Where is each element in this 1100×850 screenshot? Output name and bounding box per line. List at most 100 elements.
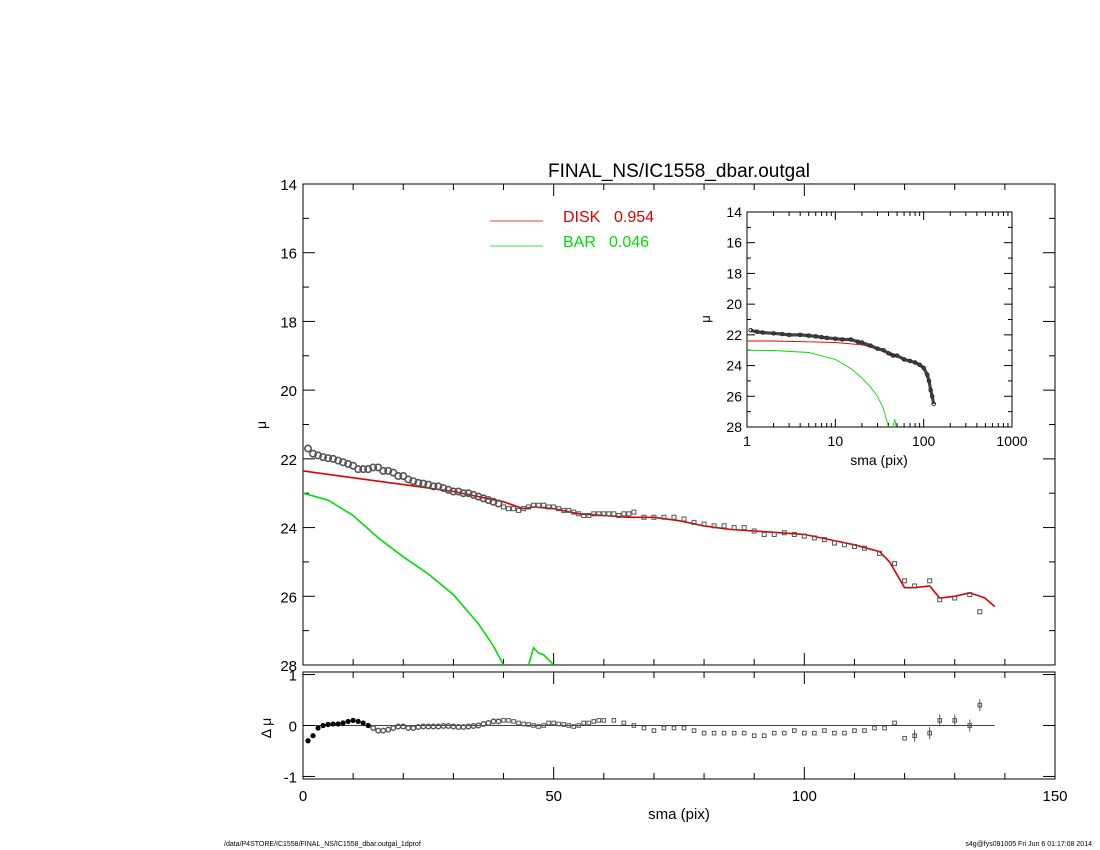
inset-data-point <box>926 378 932 384</box>
residual-x-axis: 0 50 100 150 <box>299 672 1068 805</box>
main-data-point <box>434 482 443 491</box>
main-data-point <box>536 502 542 508</box>
residual-x-tick-label: 0 <box>299 788 307 805</box>
residual-data-point <box>691 728 697 733</box>
residual-data-point <box>611 718 617 723</box>
main-data-point <box>484 496 493 505</box>
residual-data-point <box>576 723 582 728</box>
main-data-point <box>454 487 463 496</box>
main-bar-line <box>303 492 505 665</box>
main-data-point <box>489 497 498 506</box>
chart-title: FINAL_NS/IC1558_dbar.outgal <box>548 161 810 182</box>
main-data-point <box>479 494 488 503</box>
inset-data-point <box>786 332 792 338</box>
main-y-tick-label: 22 <box>280 452 297 469</box>
main-data-point <box>691 519 697 525</box>
main-panel: FINAL_NS/IC1558_dbar.outgal 14 16 18 20 22 24… <box>253 161 1056 675</box>
inset-y-axis: 14 16 18 20 22 24 26 28 <box>726 204 1012 435</box>
residual-data-point <box>561 722 566 727</box>
residual-data-point <box>601 718 607 723</box>
main-data-point <box>661 514 667 520</box>
inset-y-tick-label: 14 <box>726 204 742 220</box>
residual-data-point <box>490 718 497 725</box>
main-data-point <box>771 531 777 537</box>
residual-x-axis-label: sma (pix) <box>648 806 710 823</box>
residual-data-point <box>455 724 462 731</box>
residual-data-point <box>546 720 551 726</box>
inset-data-point <box>797 332 803 338</box>
main-disk-line <box>303 470 996 608</box>
residual-data-point <box>425 723 432 730</box>
inset-data-point <box>875 346 880 351</box>
residual-data-point <box>882 725 887 731</box>
residual-data-point <box>671 725 677 731</box>
inset-data-point <box>824 335 830 341</box>
main-data-point <box>631 509 637 515</box>
inset-data-point <box>929 394 935 399</box>
residual-data-point <box>541 723 546 728</box>
residual-data-point <box>480 720 487 727</box>
main-data-point <box>469 490 478 499</box>
residual-x-tick-label: 100 <box>792 788 817 805</box>
main-y-tick-label: 28 <box>280 658 297 675</box>
main-data-point <box>967 592 973 598</box>
main-y-tick-label: 16 <box>280 246 297 263</box>
residual-data-point <box>651 728 657 733</box>
inset-data-point <box>894 353 900 358</box>
main-data-point <box>319 453 328 462</box>
main-data-point <box>731 525 737 531</box>
residual-data-point <box>370 725 377 732</box>
main-data-point <box>561 507 567 513</box>
main-data-point <box>877 550 883 556</box>
main-data-point <box>501 504 507 510</box>
legend: DISK 0.954 BAR 0.046 <box>490 209 654 251</box>
residual-data-point <box>566 723 572 728</box>
residual-data-point <box>420 723 427 730</box>
main-y-tick-label: 14 <box>280 177 297 194</box>
main-data-point <box>384 466 393 475</box>
main-y-axis-label: μ <box>253 421 269 429</box>
residual-data-point <box>395 723 402 730</box>
main-y-tick-label: 26 <box>280 589 297 606</box>
residual-data-point <box>862 728 867 733</box>
residual-data-point <box>315 725 321 731</box>
main-data-point <box>701 521 707 527</box>
residual-data-point <box>641 725 647 731</box>
main-data-point <box>831 540 837 546</box>
residual-data-point <box>812 730 817 736</box>
residual-data-point <box>430 723 437 730</box>
inset-x-tick-label: 1000 <box>996 433 1027 449</box>
main-data-point <box>304 444 313 453</box>
residual-data-point <box>832 730 837 736</box>
inset-y-tick-label: 28 <box>726 419 742 435</box>
inset-bar-line-tail <box>892 419 897 427</box>
footer-file-path: /data/P4STORE/IC1558/FINAL_NS/IC1558_dba… <box>224 841 421 848</box>
inset-data-point <box>881 347 886 353</box>
residual-data-point <box>495 718 502 725</box>
main-data-point <box>801 533 807 539</box>
inset-data-point <box>848 337 854 342</box>
residual-data-point <box>330 721 336 727</box>
inset-data-point <box>806 333 811 338</box>
inset-data-point <box>779 331 785 337</box>
residual-data-point <box>661 725 667 731</box>
main-data-point <box>821 537 827 543</box>
main-data-point <box>419 479 428 488</box>
residual-data-point <box>511 719 516 724</box>
residual-data-point <box>621 720 627 726</box>
main-data-point <box>439 484 448 493</box>
residual-data-point <box>385 726 392 733</box>
main-data-point <box>404 475 413 484</box>
inset-y-axis-label: μ <box>698 315 713 323</box>
residual-data-point <box>506 718 511 723</box>
inset-series <box>747 328 936 427</box>
inset-data-point <box>912 360 918 365</box>
residual-data-point <box>781 730 787 736</box>
main-data-point <box>506 506 512 512</box>
inset-data-point <box>855 339 861 345</box>
inset-bar-line <box>747 349 889 427</box>
residual-data-point <box>721 730 727 736</box>
main-y-tick-label: 18 <box>280 314 297 331</box>
residual-data-point <box>872 725 877 731</box>
inset-y-tick-label: 18 <box>726 265 742 281</box>
